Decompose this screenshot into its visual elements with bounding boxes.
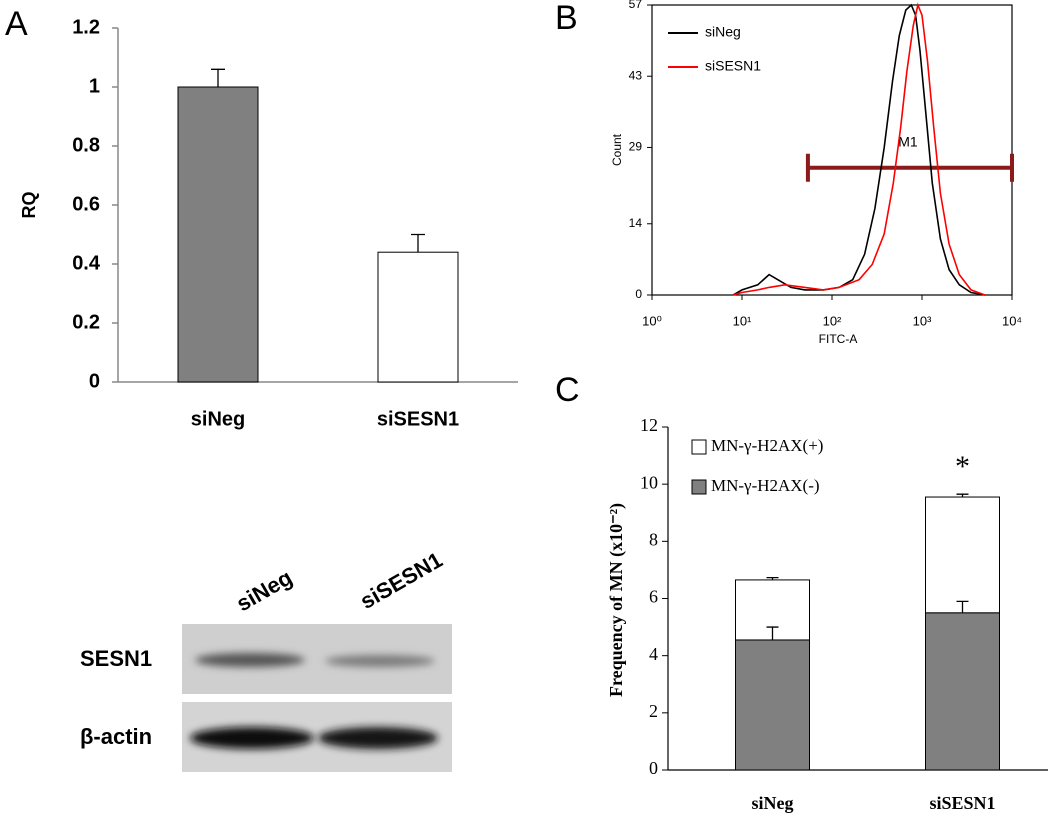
panel-label: B (555, 0, 578, 37)
x-tick-label: siSESN1 (377, 408, 459, 430)
y-tick-label: 57 (629, 0, 643, 11)
x-tick-label: 10³ (913, 313, 932, 328)
gate-label: M1 (898, 134, 918, 150)
lane-label: siSESN1 (356, 547, 447, 614)
plot-frame (651, 4, 1013, 296)
y-axis-label: RQ (19, 192, 39, 219)
histogram-line (733, 2, 986, 296)
blot-band (190, 727, 314, 749)
x-tick-label: 10⁰ (642, 313, 662, 328)
blot-band (325, 655, 435, 667)
y-axis-label: Count (610, 133, 624, 166)
y-tick-label: 43 (629, 68, 643, 82)
bar (177, 86, 259, 383)
western-blot: siNeg siSESN1 SESN1 β-actin (80, 547, 452, 772)
error-bar (956, 600, 969, 613)
x-tick-label: 10⁴ (1002, 313, 1022, 328)
panel-label: A (5, 5, 28, 43)
error-bar (766, 626, 779, 640)
legend-swatch (691, 479, 707, 495)
error-bar (411, 233, 425, 253)
bar-segment (925, 612, 1000, 771)
y-tick-label: 6 (649, 587, 658, 607)
y-tick-label: 8 (649, 529, 658, 549)
y-tick-label: 4 (649, 644, 658, 664)
y-tick-label: 1 (89, 75, 100, 97)
y-tick-label: 12 (640, 415, 658, 435)
x-tick-label: 10¹ (733, 313, 752, 328)
y-axis-label: Frequency of MN (x10⁻²) (606, 503, 627, 697)
x-tick-label: 10² (823, 313, 842, 328)
x-tick-label: siSESN1 (929, 793, 995, 813)
y-tick-label: 1.2 (72, 16, 100, 38)
y-tick-label: 0.8 (72, 134, 100, 156)
legend-label: siNeg (705, 24, 741, 40)
x-tick-label: siNeg (191, 408, 245, 430)
error-bar (766, 576, 779, 580)
y-tick-label: 0.6 (72, 193, 100, 215)
legend-label: siSESN1 (705, 58, 761, 74)
legend-label: MN-γ-H2AX(+) (711, 436, 823, 455)
blot-band (318, 727, 438, 749)
significance-mark: * (955, 450, 970, 483)
row-label: SESN1 (80, 646, 152, 671)
bar-segment (735, 639, 810, 771)
error-bar (211, 68, 225, 87)
y-tick-label: 29 (629, 140, 643, 154)
y-tick-label: 0 (635, 287, 642, 301)
bar-segment (925, 496, 1000, 614)
y-tick-label: 0 (89, 370, 100, 392)
legend-label: MN-γ-H2AX(-) (711, 476, 820, 495)
legend-swatch (691, 439, 707, 455)
x-axis-label: FITC-A (819, 332, 858, 346)
x-tick-label: siNeg (752, 793, 794, 813)
y-tick-label: 14 (629, 216, 643, 230)
error-bar (956, 493, 969, 498)
histogram-line (732, 3, 986, 296)
row-label: β-actin (80, 724, 152, 749)
y-tick-label: 2 (649, 701, 658, 721)
panel-label: C (555, 371, 580, 409)
blot-band (195, 653, 305, 667)
y-tick-label: 0.4 (72, 252, 101, 274)
lane-label: siNeg (232, 565, 296, 617)
y-tick-label: 10 (640, 472, 658, 492)
y-tick-label: 0 (649, 758, 658, 778)
gate-marker (805, 153, 1014, 182)
y-tick-label: 0.2 (72, 311, 100, 333)
bar (377, 251, 459, 383)
